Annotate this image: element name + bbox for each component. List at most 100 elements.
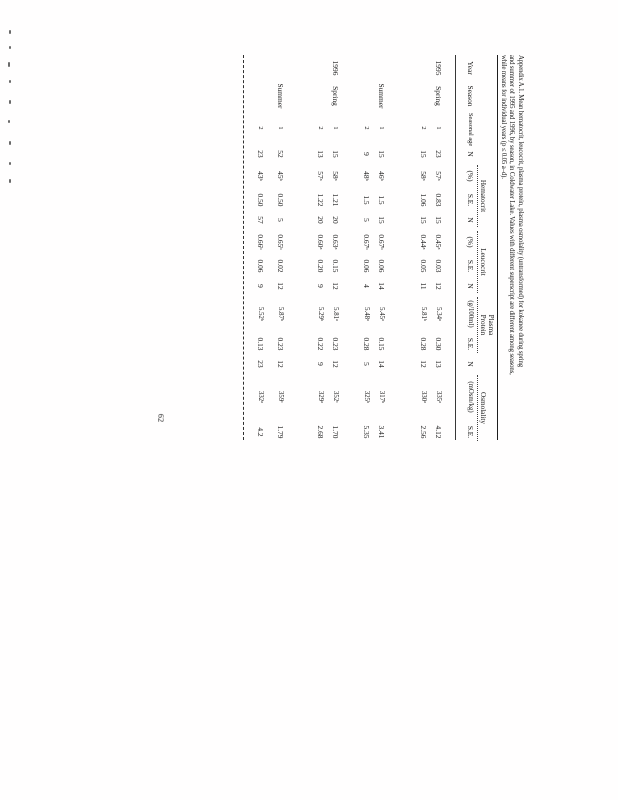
scan-artifact-dot xyxy=(9,100,11,104)
table-row: 2 15 58ᵃ 1.06 15 0.44ᵃ 0.05 11 5.81ᵇ 0.28 12 330ᵃ 2.… xyxy=(419,55,429,440)
scan-artifact-dot xyxy=(9,80,11,83)
table-cell: 335ᵃ xyxy=(435,390,442,404)
column-header: N xyxy=(466,151,475,157)
table-cell: 5.52ᵇ xyxy=(257,307,264,321)
table-row: 2 13 57ᵃ 1.22 20 0.60ᵃ 0.20 9 5.29ᵇ 0.22 9 329ᵃ 2.68 xyxy=(316,55,326,440)
table-cell: 1.06 xyxy=(419,193,428,207)
page-number: 62 xyxy=(156,413,167,423)
table-cell: 48ᵇ xyxy=(362,171,371,181)
table-cell: 0.20 xyxy=(316,259,325,273)
table-cell: 1996 xyxy=(331,60,340,76)
table-cell: 11 xyxy=(419,282,428,290)
table-cell: 0.28 xyxy=(419,337,428,351)
table-row: 2 23 43ᵇ 0.50 57 0.66ᵇ 0.06 9 5.52ᵇ 0.13 23 332ᵃ 4.2 xyxy=(256,55,266,440)
scan-artifact-dot xyxy=(8,62,10,67)
header-rule xyxy=(455,55,456,440)
table-cell: 0.23 xyxy=(331,337,340,351)
table-cell: 46ᵇ xyxy=(377,171,386,181)
table-cell: 9 xyxy=(316,362,325,366)
table-cell: 15 xyxy=(434,216,443,224)
table-cell: Spring xyxy=(331,86,340,106)
table-row: 1995 Spring 1 23 57ᵃ 0.83 15 0.45ᵃ 0.03 12 5.34ᵃ 0.… xyxy=(434,55,444,440)
table-cell: 0.02 xyxy=(276,259,285,273)
table-column-header-row: Year Season Seasonal age N (%) S.E. N (%) S.E. N (… xyxy=(466,55,475,440)
table-cell: 0.22 xyxy=(316,337,325,351)
bottom-rule xyxy=(243,55,244,440)
table-cell: 2 xyxy=(363,126,370,130)
table-cell: 0.03 xyxy=(434,259,443,273)
table-cell: 0.44ᵃ xyxy=(419,234,428,250)
table-cell: 352ᶜ xyxy=(332,391,339,403)
table-cell: 5.45ᵃ xyxy=(378,307,385,321)
table-cell: 5.29ᵇ xyxy=(317,307,324,321)
table-cell: 0.13 xyxy=(256,337,265,351)
table-cell: 43ᵇ xyxy=(256,171,265,181)
table-cell: 15 xyxy=(331,150,340,158)
table-cell: 329ᵃ xyxy=(317,390,324,404)
table-cell: Summer xyxy=(377,83,386,109)
scan-artifact-dot xyxy=(9,46,11,49)
rotated-table-block: Appendix A.1. Mean hematocrit, leucocrit… xyxy=(241,55,524,441)
table-cell: 13 xyxy=(434,360,443,368)
table-row: 2 9 48ᵇ 1.5 5 0.67ᵇ 0.06 4 5.48ᵃ 0.28 5 325ᵇ 5.35 xyxy=(362,55,372,440)
group-header-leucocrit: Leucocrit xyxy=(477,231,487,293)
table-cell: 0.50 xyxy=(256,193,265,207)
table-cell: 15 xyxy=(377,216,386,224)
table-cell: 12 xyxy=(276,282,285,290)
table-cell: 1995 xyxy=(434,60,443,76)
table-cell: 5.48ᵃ xyxy=(363,307,370,321)
column-header: Seasonal age xyxy=(467,113,474,147)
table-cell: 1.79 xyxy=(276,425,285,439)
table-cell: 20 xyxy=(331,216,340,224)
column-header: (mOsm/kg) xyxy=(467,381,474,413)
column-header: S.E. xyxy=(466,259,475,273)
table-cell: 2.68 xyxy=(316,425,325,439)
scan-artifact-dot xyxy=(9,179,11,183)
scan-artifact-dot xyxy=(9,162,11,165)
table-cell: 2 xyxy=(257,126,264,130)
table-cell: 0.23 xyxy=(276,337,285,351)
table-caption-line-1: Appendix A.1. Mean hematocrit, leucocrit… xyxy=(517,55,524,368)
table-cell: 0.15 xyxy=(377,337,386,351)
table-cell: 58ᵃ xyxy=(419,171,428,181)
table-cell: 1 xyxy=(277,126,284,130)
table-cell: 1.22 xyxy=(316,193,325,207)
table-cell: 4.2 xyxy=(256,427,265,437)
table-cell: 12 xyxy=(419,360,428,368)
table-cell: 0.67ᵇ xyxy=(362,234,371,250)
column-header: (%) xyxy=(466,236,475,248)
table-cell: 0.66ᵇ xyxy=(256,234,265,250)
table-cell: 9 xyxy=(316,284,325,288)
table-cell: 15 xyxy=(377,150,386,158)
table-cell: 45ᵇ xyxy=(276,171,285,181)
table-cell: 23 xyxy=(256,360,265,368)
column-header: Year xyxy=(466,61,475,75)
table-cell: 0.30 xyxy=(434,337,443,351)
scan-artifact-dot xyxy=(8,120,10,123)
table-group-header-row: Hematocrit Leucocrit Plasma Protein Osmo… xyxy=(477,55,495,441)
table-row: Summer 1 52 45ᵇ 0.50 5 0.65ᵇ 0.02 12 5.87ᵇ 0.23 12 3… xyxy=(276,55,286,440)
table-cell: 330ᵃ xyxy=(420,390,427,404)
table-cell: 1.5 xyxy=(377,195,386,205)
table-cell: 1.21 xyxy=(331,193,340,207)
column-header: N xyxy=(466,283,475,289)
table-cell: 3.41 xyxy=(377,425,386,439)
table-cell: 52 xyxy=(276,150,285,158)
table-cell: 0.63ᵃ xyxy=(331,234,340,250)
group-header-plasma-line2: Protein xyxy=(479,314,487,336)
table-cell: 57ᵃ xyxy=(316,171,325,181)
table-cell: 5.81ᵇ xyxy=(420,307,427,321)
table-cell: 1 xyxy=(332,126,339,130)
table-row: Summer 1 15 46ᵇ 1.5 15 0.67ᵇ 0.06 14 5.45ᵃ 0.15 14 3… xyxy=(377,55,387,440)
group-header-plasma-line1: Plasma xyxy=(487,314,495,336)
table-cell: 57ᵃ xyxy=(434,171,443,181)
table-cell: 9 xyxy=(256,284,265,288)
table-cell: 0.15 xyxy=(331,259,340,273)
table-caption-line-3: while means for individual years (p ≤ 0.… xyxy=(500,55,507,179)
table-cell: 0.28 xyxy=(362,337,371,351)
table-cell: 13 xyxy=(316,150,325,158)
table-cell: 1 xyxy=(435,126,442,130)
table-cell: 5.87ᵇ xyxy=(277,307,284,321)
table-cell: 1.5 xyxy=(362,195,371,205)
